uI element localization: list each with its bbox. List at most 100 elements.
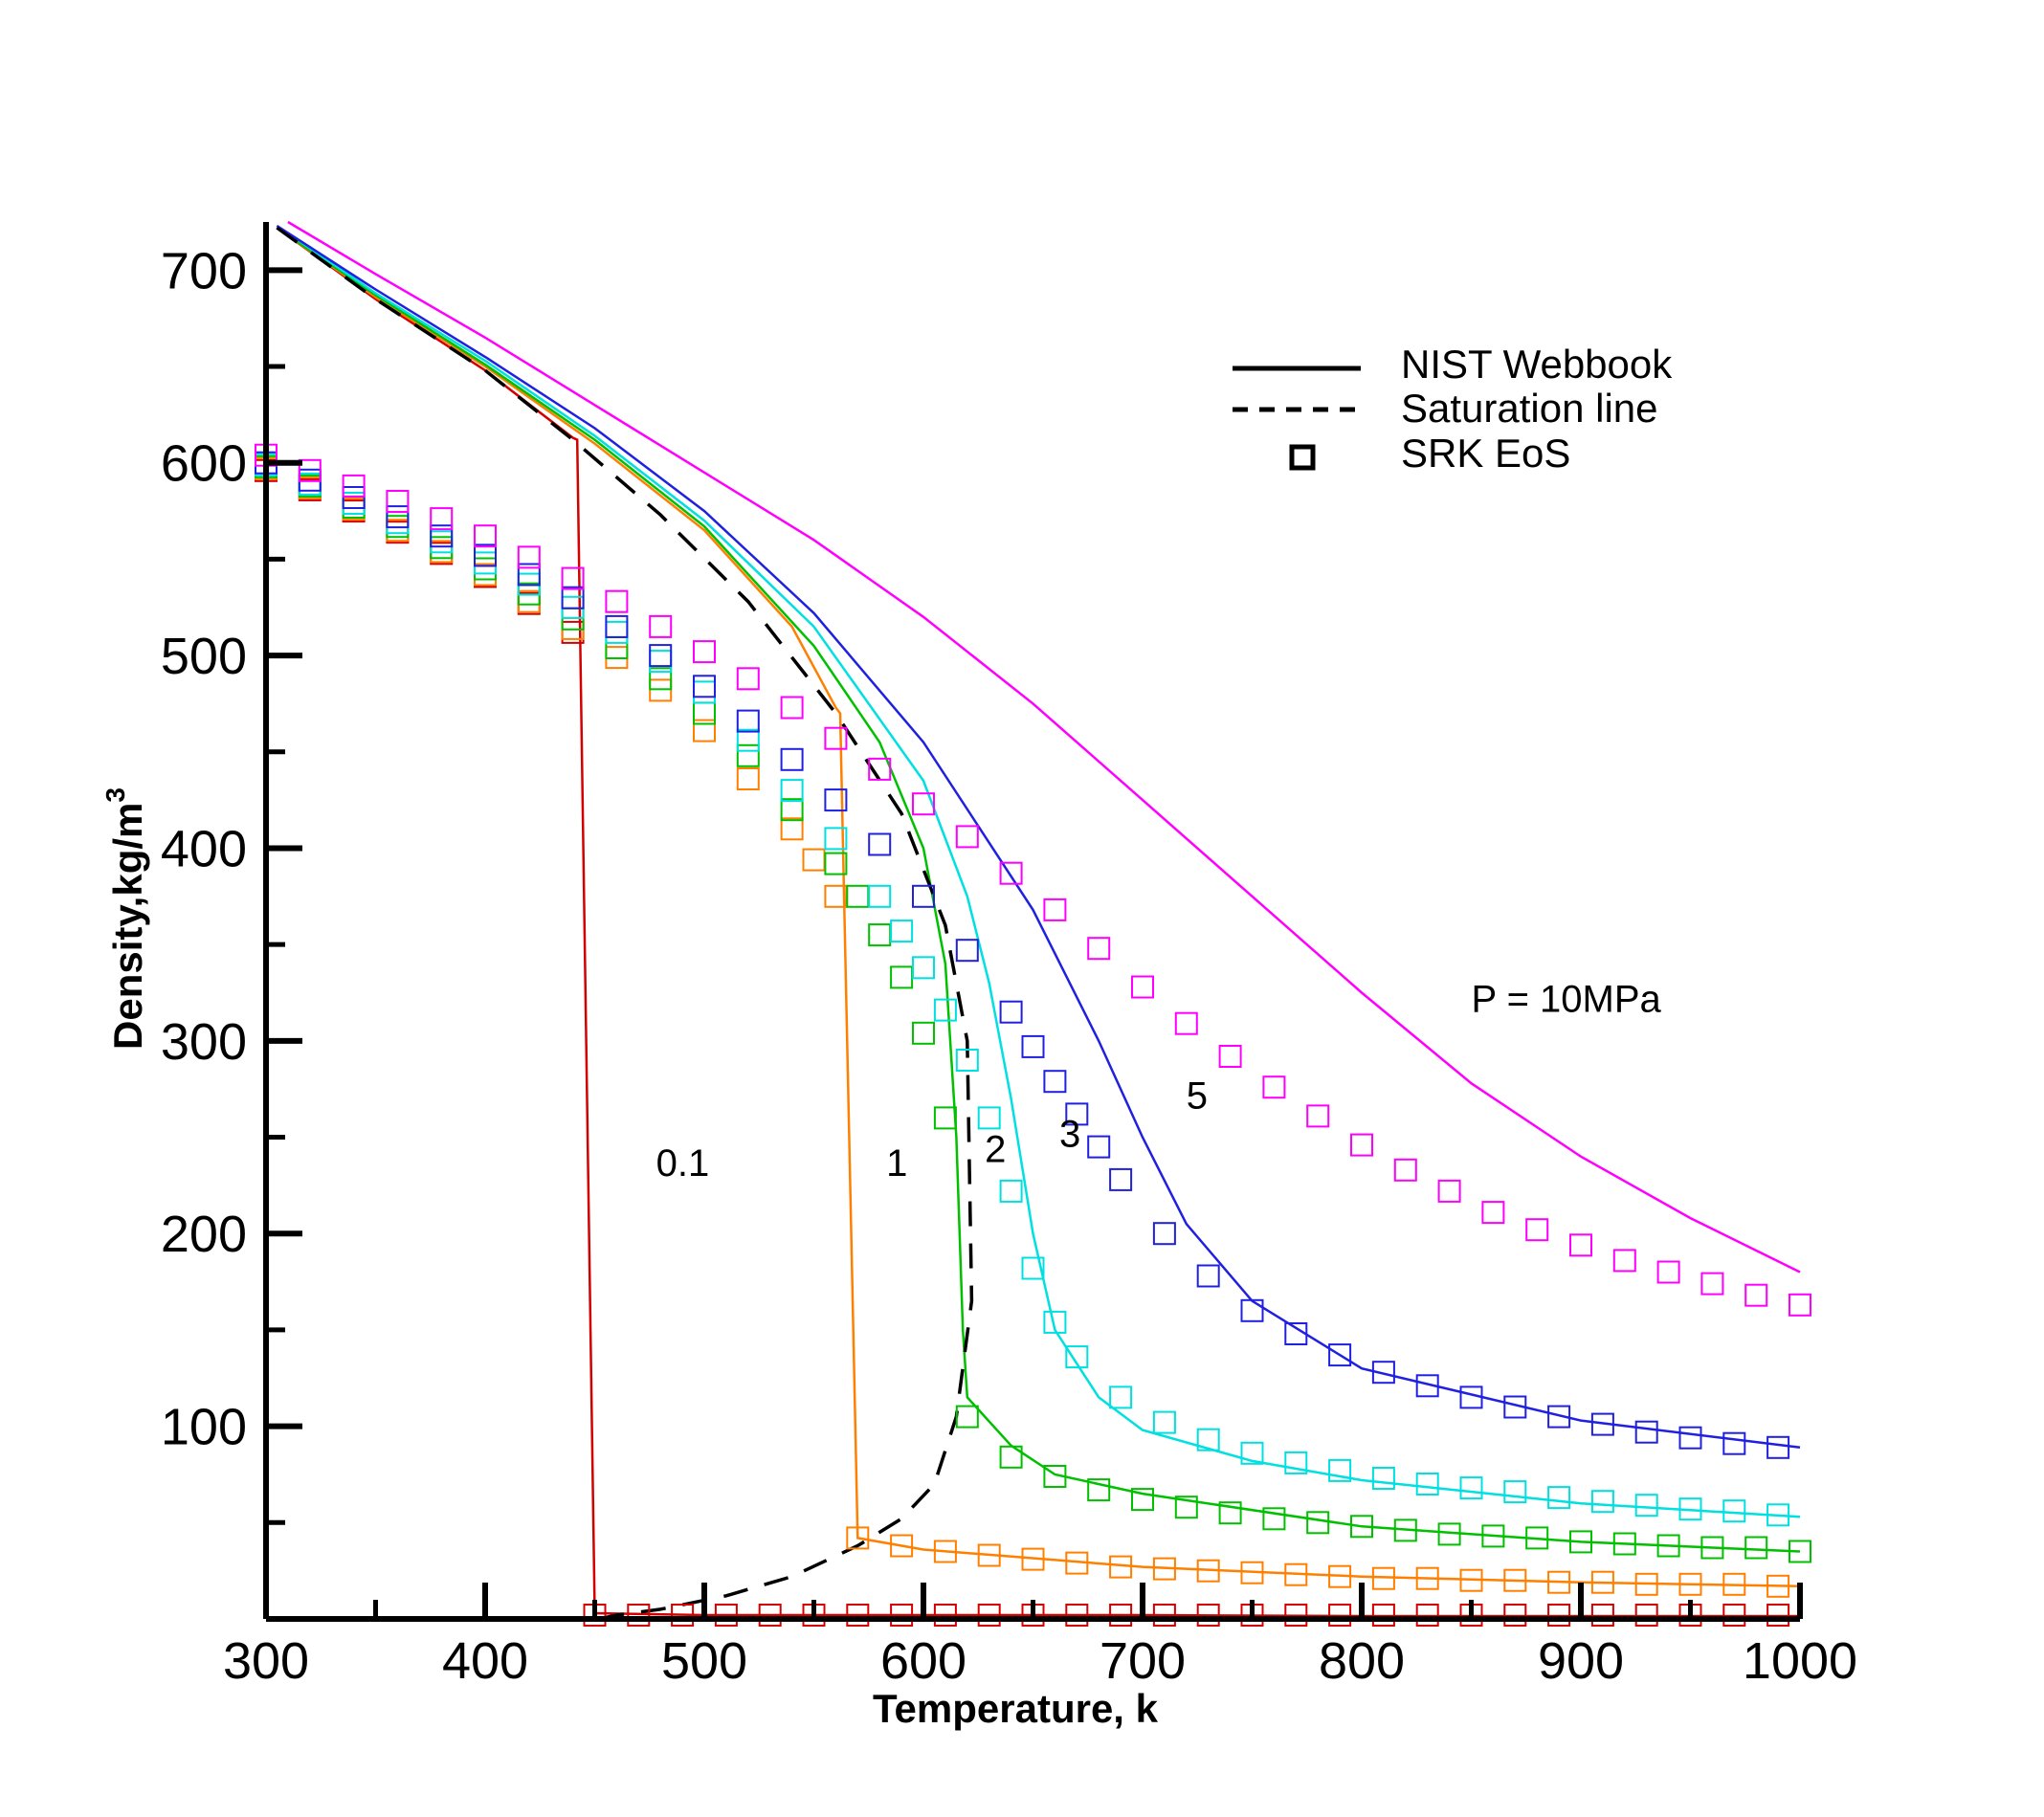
tick-labels-group: 300 400 500 600 700 800 900 1000 100 200 300 400 500… [161,242,1857,1690]
srk-marker-p-5 [824,788,848,812]
x-tick-label: 600 [880,1632,966,1690]
srk-marker-p-2 [649,667,673,691]
srk-marker-p-3 [1043,1310,1067,1334]
srk-marker-p-3 [1196,1428,1220,1451]
srk-marker-p-10 [1043,897,1067,921]
x-tick-label: 800 [1319,1632,1405,1690]
x-tick-label: 300 [223,1632,309,1690]
srk-marker-p-10 [1744,1283,1768,1307]
srk-marker-p-5 [1590,1412,1614,1436]
srk-marker-p-3 [736,728,760,752]
srk-marker-p-5 [517,563,541,587]
srk-marker-p-2 [1744,1536,1768,1560]
srk-marker-p-3 [1722,1499,1746,1523]
srk-marker-p-10 [1218,1045,1242,1068]
srk-marker-p-1 [1152,1557,1176,1581]
srk-marker-p-5 [1240,1298,1264,1322]
srk-marker-p-5 [999,1000,1023,1024]
srk-marker-p-1 [649,678,673,702]
legend-square-marker-sample [1289,444,1316,471]
y-tick-label: 600 [161,435,247,493]
srk-marker-p-10 [955,825,979,849]
srk-marker-p-2 [1656,1534,1680,1558]
srk-marker-p-10 [1788,1293,1811,1317]
srk-marker-p-2 [1262,1507,1286,1531]
srk-marker-p-3 [1371,1467,1395,1490]
srk-marker-p-2 [846,884,870,908]
srk-marker-p-1 [977,1543,1001,1567]
srk-marker-p-5 [1328,1343,1352,1367]
srk-marker-p-1 [1109,1555,1133,1579]
srk-marker-p-10 [1437,1179,1461,1203]
srk-marker-p-2 [1131,1488,1154,1512]
srk-marker-p-5 [649,644,673,668]
srk-marker-p-5 [1634,1420,1658,1444]
annotation-p-5: 5 [1187,1075,1208,1117]
annotation-p-10: P = 10MPa [1472,979,1662,1021]
srk-marker-p-5 [693,675,716,698]
srk-marker-p-3 [912,956,935,980]
y-tick-label: 100 [161,1399,247,1456]
srk-marker-p-10 [1656,1260,1680,1284]
srk-marker-p-10 [1306,1104,1330,1128]
srk-marker-p-10 [1700,1272,1724,1296]
srk-marker-p-10 [693,640,716,664]
srk-marker-p-5 [1766,1435,1790,1459]
srk-marker-p-2 [824,852,848,875]
srk-marker-p-0.1 [474,565,497,588]
srk-marker-p-5 [1284,1322,1308,1345]
srk-marker-p-1 [1371,1566,1395,1590]
srk-marker-p-5 [1087,1135,1111,1159]
srk-marker-p-3 [474,551,497,575]
srk-marker-p-0.1 [1109,1604,1133,1627]
srk-marker-p-10 [474,524,497,548]
srk-marker-p-0.1 [1065,1604,1089,1627]
srk-marker-p-2 [1393,1518,1417,1542]
srk-marker-p-0.1 [1547,1604,1571,1627]
srk-marker-p-10 [1350,1133,1373,1157]
srk-marker-p-0.1 [1371,1604,1395,1627]
srk-marker-p-0.1 [671,1604,695,1627]
srk-marker-p-5 [474,543,497,567]
srk-marker-p-1 [846,1526,870,1550]
legend-label-srk: SRK EoS [1401,431,1570,476]
srk-marker-p-5 [955,939,979,963]
srk-marker-p-1 [1196,1559,1220,1583]
y-axis-title-main: Density,kg/m [105,803,150,1050]
srk-marker-p-2 [999,1445,1023,1469]
srk-marker-p-1 [802,848,826,872]
srk-marker-p-10 [1174,1011,1198,1035]
srk-marker-p-3 [1766,1503,1790,1527]
srk-marker-p-2 [1569,1530,1592,1554]
srk-marker-p-0.1 [758,1604,782,1627]
srk-marker-p-0.1 [846,1604,870,1627]
srk-marker-p-0.1 [1196,1604,1220,1627]
srk-marker-p-10 [298,458,322,482]
srk-marker-p-10 [386,490,410,513]
srk-marker-p-5 [868,832,892,856]
srk-marker-p-0.1 [933,1604,957,1627]
srk-marker-p-10 [999,861,1023,885]
srk-marker-p-3 [1328,1458,1352,1482]
srk-marker-p-10 [605,589,629,613]
srk-marker-p-5 [912,884,935,908]
nist-line-p-5 [276,224,1801,1450]
y-tick-label: 500 [161,628,247,685]
srk-marker-p-2 [780,798,804,822]
srk-marker-p-2 [912,1021,935,1045]
srk-marker-p-2 [1525,1526,1549,1550]
srk-marker-p-10 [342,474,366,498]
srk-marker-p-10 [868,757,892,781]
srk-marker-p-0.1 [1152,1604,1176,1627]
srk-marker-p-1 [780,817,804,841]
srk-marker-p-1 [1240,1561,1264,1584]
srk-marker-p-2 [868,923,892,947]
srk-marker-p-1 [1722,1572,1746,1596]
srk-marker-p-10 [1481,1201,1505,1225]
series-lines-group [276,220,1801,1618]
srk-marker-p-3 [1109,1385,1133,1409]
srk-marker-p-1 [736,767,760,790]
srk-marker-p-10 [517,545,541,569]
srk-marker-p-10 [1525,1218,1549,1242]
